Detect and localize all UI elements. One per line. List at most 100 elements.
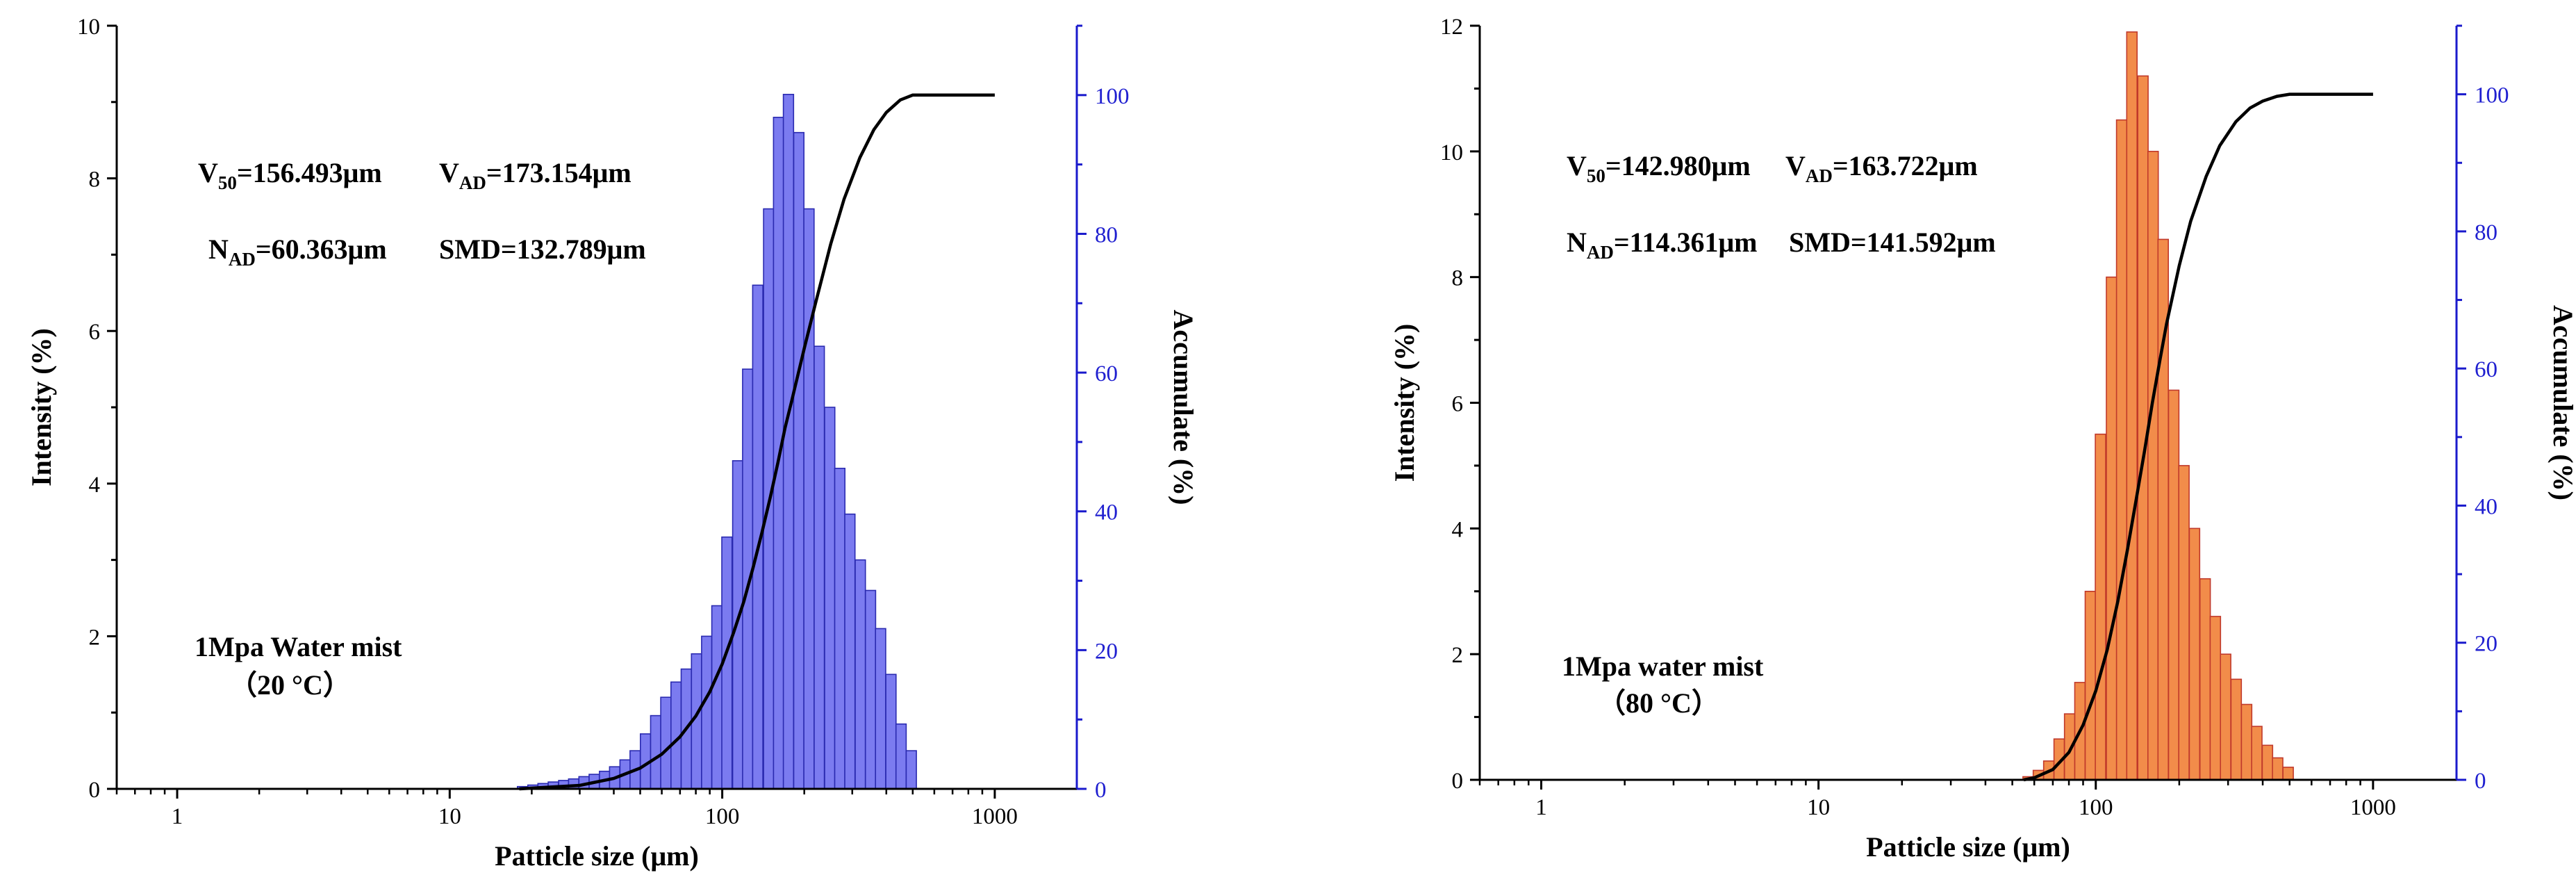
y-tick-label: 8 <box>89 168 101 193</box>
x-ticks: 1 10 100 1000 <box>172 804 1018 829</box>
vad-annotation: VAD=173.154μm <box>439 157 631 193</box>
vad-annotation: VAD=163.722μm <box>1785 150 1978 186</box>
histogram-bar <box>2209 616 2222 781</box>
y2-tick-label: 60 <box>1095 361 1118 386</box>
y-tick-label: 0 <box>1452 769 1464 794</box>
y-tick-label: 8 <box>1452 266 1464 291</box>
histogram-bars-right <box>2022 31 2294 781</box>
histogram-bar <box>2199 578 2211 781</box>
temperature-label: （80 °C） <box>1598 687 1719 719</box>
histogram-bar <box>2106 276 2117 781</box>
histogram-bar <box>2272 757 2284 781</box>
y2-tick-label: 80 <box>1095 222 1118 247</box>
y2-tick-label: 100 <box>2475 83 2509 108</box>
y-tick-label: 4 <box>1452 517 1464 542</box>
x-ticks: 1 10 100 1000 <box>1535 795 2396 820</box>
histogram-bar <box>2261 744 2274 781</box>
histogram-bar <box>660 696 672 790</box>
y-tick-label: 12 <box>1440 15 1463 40</box>
x-tick-label: 10 <box>438 804 461 829</box>
y-tick-label: 6 <box>1452 392 1464 417</box>
y2-tick-label: 40 <box>2475 494 2497 519</box>
histogram-bars-left <box>516 94 917 790</box>
histogram-bar <box>895 723 907 790</box>
histogram-bar <box>814 345 825 790</box>
tick-marks-right <box>1470 24 2466 790</box>
condition-label: 1Mpa water mist <box>1562 651 1764 682</box>
x-tick-label: 1 <box>1535 795 1547 820</box>
y2-tick-label: 20 <box>2475 632 2497 657</box>
histogram-bar <box>2282 767 2294 781</box>
y-tick-label: 10 <box>77 15 100 40</box>
histogram-bar <box>885 673 897 790</box>
histogram-bar <box>2168 389 2180 781</box>
cumulative-curve-left <box>519 93 995 791</box>
histogram-bar <box>803 208 815 790</box>
y-axis-title: Intensity (%) <box>26 328 57 487</box>
histogram-bar <box>2095 433 2106 781</box>
smd-annotation: SMD=132.789μm <box>439 234 646 265</box>
temperature-label: （20 °C） <box>229 669 351 701</box>
x-tick-label: 10 <box>1807 795 1830 820</box>
y2-tick-label: 40 <box>1095 500 1118 525</box>
histogram-bar <box>905 750 917 790</box>
y2-axis-title: Accumulate (%) <box>1168 309 1199 505</box>
histogram-bar <box>2126 31 2138 781</box>
histogram-bar <box>711 605 723 790</box>
histogram-bar <box>650 714 661 790</box>
histogram-bar <box>2115 119 2128 781</box>
histogram-bar <box>854 559 866 790</box>
histogram-bar <box>844 513 856 790</box>
histogram-bar <box>824 407 836 790</box>
y2-tick-label: 100 <box>1095 84 1130 109</box>
y2-tick-label: 0 <box>1095 778 1107 803</box>
y2-tick-label: 20 <box>1095 639 1118 664</box>
nad-annotation: NAD=60.363μm <box>208 234 387 270</box>
x-tick-label: 100 <box>705 804 740 829</box>
histogram-bar <box>834 467 845 790</box>
histogram-bar <box>864 589 877 790</box>
left-y-ticks: 0 2 4 6 8 10 <box>77 15 100 803</box>
histogram-bar <box>2147 151 2159 781</box>
histogram-bar <box>2230 678 2243 781</box>
y2-tick-label: 0 <box>2475 769 2486 794</box>
condition-label: 1Mpa Water mist <box>195 631 402 662</box>
x-axis-title: Patticle size (μm) <box>1866 831 2070 863</box>
y-tick-label: 4 <box>89 473 101 498</box>
histogram-bar <box>2084 590 2097 781</box>
histogram-bar <box>2251 726 2263 781</box>
chart-panel-right: 0 2 4 6 8 10 12 0 20 40 60 80 100 1 10 1… <box>1389 15 2576 863</box>
histogram-bar <box>2220 653 2231 781</box>
nad-annotation: NAD=114.361μm <box>1567 227 1757 263</box>
x-tick-label: 100 <box>2079 795 2113 820</box>
histogram-bar <box>793 131 804 790</box>
right-y-ticks: 0 20 40 60 80 100 <box>2475 83 2509 794</box>
x-tick-label: 1 <box>172 804 183 829</box>
y2-axis-title: Accumulate (%) <box>2548 305 2576 500</box>
right-y-ticks: 0 20 40 60 80 100 <box>1095 84 1130 803</box>
histogram-bar <box>2188 528 2201 781</box>
histogram-bar <box>782 94 795 790</box>
y-tick-label: 0 <box>89 778 101 803</box>
histogram-bar <box>701 635 713 790</box>
tick-marks-left <box>107 24 1087 799</box>
x-tick-label: 1000 <box>972 804 1018 829</box>
y-tick-label: 10 <box>1440 140 1463 165</box>
y-tick-label: 2 <box>89 625 101 650</box>
chart-panel-left: 0 2 4 6 8 10 0 20 40 60 80 100 1 10 100 … <box>26 15 1199 872</box>
x-axis-title: Patticle size (μm) <box>495 840 699 872</box>
v50-annotation: V50=142.980μm <box>1567 150 1751 186</box>
histogram-bar <box>875 628 886 790</box>
y2-tick-label: 80 <box>2475 220 2497 245</box>
smd-annotation: SMD=141.592μm <box>1789 227 1996 258</box>
y-axis-title: Intensity (%) <box>1389 324 1420 482</box>
y2-tick-label: 60 <box>2475 357 2497 382</box>
cumulative-curve-right <box>2023 92 2373 782</box>
histogram-bar <box>2178 465 2190 781</box>
y-tick-label: 6 <box>89 320 101 345</box>
histogram-bar <box>2240 703 2253 781</box>
histogram-bar <box>2137 75 2149 781</box>
v50-annotation: V50=156.493μm <box>198 157 382 193</box>
y-tick-label: 2 <box>1452 643 1464 668</box>
